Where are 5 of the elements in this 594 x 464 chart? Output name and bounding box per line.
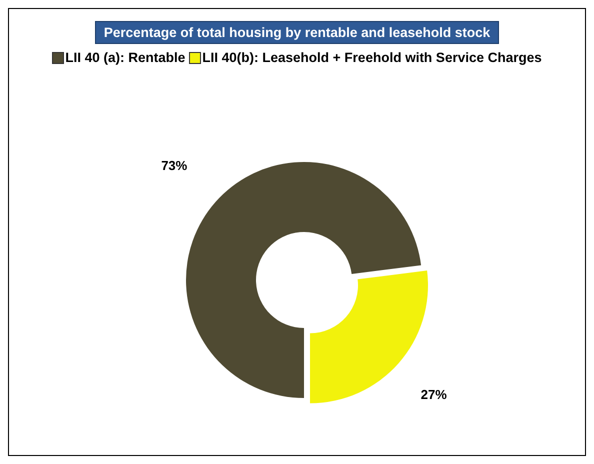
- data-label: 73%: [161, 158, 188, 174]
- chart-title: Percentage of total housing by rentable and leasehold stock: [94, 21, 500, 44]
- data-label: 27%: [420, 386, 448, 402]
- legend-label: LII 40 (a): Rentable: [64, 50, 186, 65]
- legend-label: LII 40(b): Leasehold + Freehold with Service Charges: [201, 50, 542, 65]
